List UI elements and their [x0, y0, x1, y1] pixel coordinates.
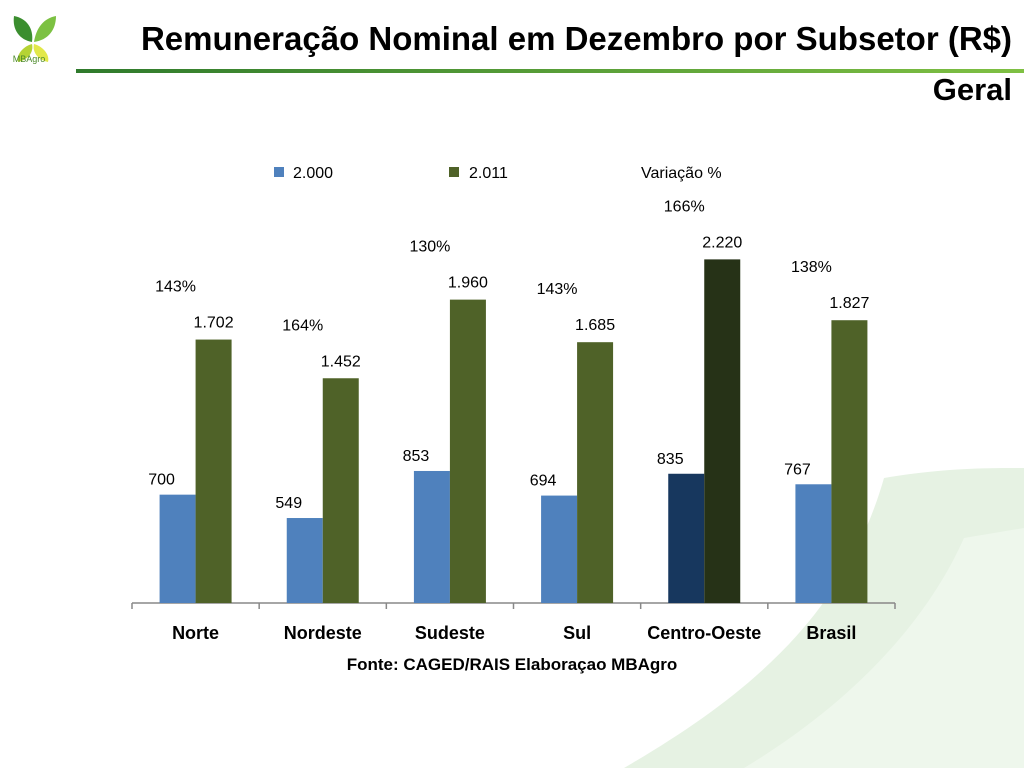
data-label-2011: 2.220 [702, 234, 742, 251]
logo-text: MBAgro [12, 54, 46, 64]
title-rule [76, 69, 1024, 73]
data-label-2000: 767 [784, 461, 811, 478]
legend-swatch-2000 [274, 167, 284, 177]
data-label-2000: 694 [530, 473, 557, 490]
x-tick-label: Norte [172, 623, 219, 643]
variation-label: 143% [155, 279, 196, 296]
x-tick-label: Nordeste [284, 623, 362, 643]
bar-2000-norte [159, 494, 196, 603]
variation-label: 138% [791, 259, 832, 276]
background-swoosh [624, 468, 1024, 768]
data-label-2000: 700 [148, 472, 175, 489]
bar-2011-centro-oeste [704, 259, 741, 603]
variation-label: 130% [409, 239, 450, 256]
bar-2000-sul [541, 495, 578, 603]
bar-2011-norte [195, 339, 232, 603]
x-tick-label: Sul [563, 623, 591, 643]
variation-label: 166% [664, 198, 705, 215]
legend-swatch-2011 [449, 167, 459, 177]
legend-label-2011: 2.011 [469, 165, 508, 182]
data-label-2000: 835 [657, 451, 684, 468]
data-label-2000: 549 [275, 495, 302, 512]
source-note: Fonte: CAGED/RAIS Elaboraçao MBAgro [346, 655, 678, 674]
variation-label: 164% [282, 317, 323, 334]
bar-2011-brasil [831, 320, 868, 603]
data-label-2011: 1.702 [194, 315, 234, 332]
x-tick-label: Sudeste [415, 623, 485, 643]
data-label-2011: 1.827 [829, 295, 869, 312]
bar-2000-sudeste [413, 470, 450, 603]
bar-2000-centro-oeste [668, 473, 705, 603]
bar-2011-nordeste [322, 378, 359, 603]
variation-label: 143% [537, 281, 578, 298]
data-label-2011: 1.960 [448, 275, 488, 292]
data-label-2000: 853 [403, 448, 430, 465]
page-subtitle: Geral [932, 72, 1012, 107]
legend-label-variation: Variação % [641, 165, 722, 182]
data-label-2011: 1.685 [575, 317, 615, 334]
data-label-2011: 1.452 [321, 353, 361, 370]
mbagro-logo [13, 16, 56, 62]
x-tick-label: Brasil [806, 623, 856, 643]
bar-2000-brasil [795, 484, 832, 603]
page-title: Remuneração Nominal em Dezembro por Subs… [140, 20, 1012, 57]
bar-2011-sudeste [449, 299, 486, 603]
x-tick-label: Centro-Oeste [647, 623, 761, 643]
bar-2000-nordeste [286, 518, 323, 603]
legend-label-2000: 2.000 [293, 165, 333, 182]
bar-2011-sul [577, 342, 614, 603]
